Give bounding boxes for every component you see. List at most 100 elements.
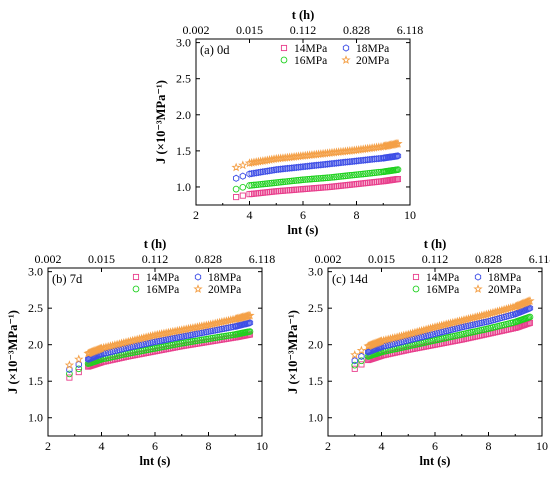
data-point: [364, 156, 371, 164]
data-point: [416, 333, 423, 342]
data-point: [456, 324, 463, 332]
data-point: [339, 158, 347, 167]
data-point: [394, 152, 402, 160]
panel-label: (c) 14d: [332, 272, 368, 286]
data-point: [382, 154, 389, 162]
data-point: [252, 181, 260, 189]
x-tick-label: 10: [404, 208, 416, 222]
data-point: [220, 332, 228, 340]
data-point: [241, 320, 249, 328]
data-point: [342, 158, 349, 166]
top-axis-title: t (h): [144, 237, 167, 251]
legend-marker: [473, 284, 483, 293]
data-point: [469, 321, 477, 329]
data-point: [180, 339, 188, 347]
data-point: [284, 164, 291, 173]
data-point: [358, 357, 365, 365]
data-point: [187, 338, 195, 346]
data-point: [174, 333, 181, 342]
data-point: [231, 162, 241, 172]
data-point: [216, 333, 223, 341]
data-point: [333, 173, 340, 181]
legend-marker: [341, 55, 351, 64]
y-tick-label: 3.0: [28, 265, 43, 279]
series-20MPa: [231, 138, 403, 172]
y-tick-label: 1.0: [28, 411, 43, 425]
data-point: [351, 361, 359, 369]
data-point: [339, 172, 347, 180]
data-point: [246, 170, 253, 178]
y-axis-title: J (×10⁻³MPa⁻¹): [6, 310, 20, 394]
data-point: [373, 169, 380, 176]
legend-marker: [132, 285, 140, 293]
data-point: [366, 169, 374, 177]
top-tick-label: 0.112: [290, 23, 317, 37]
y-tick-label: 3.0: [308, 265, 323, 279]
data-point: [270, 179, 278, 187]
x-tick-label: 4: [379, 439, 385, 453]
data-point: [222, 332, 230, 340]
data-point: [393, 138, 403, 148]
data-point: [358, 352, 365, 360]
legend-marker: [132, 273, 140, 281]
data-point: [366, 155, 374, 164]
data-point: [277, 165, 284, 173]
x-tick-label: 2: [193, 208, 199, 222]
data-point: [194, 330, 201, 338]
data-point: [200, 336, 208, 343]
data-point: [301, 176, 309, 183]
data-point: [232, 322, 239, 331]
data-point: [223, 324, 230, 332]
top-axis-title: t (h): [424, 237, 447, 251]
data-point: [436, 329, 443, 337]
data-point: [346, 172, 354, 179]
data-point: [244, 319, 251, 328]
data-point: [429, 330, 436, 338]
data-point: [353, 157, 360, 165]
y-tick-label: 3.0: [176, 36, 191, 50]
data-point: [183, 332, 190, 340]
data-point: [261, 180, 269, 188]
data-point: [463, 322, 470, 330]
data-point: [281, 178, 289, 186]
legend-marker: [412, 273, 420, 281]
data-point: [178, 339, 186, 347]
legend-marker: [474, 273, 482, 281]
top-tick-label: 0.828: [195, 252, 222, 266]
legend-entry: 16MPa: [426, 284, 459, 296]
data-point: [422, 332, 430, 340]
data-point: [154, 337, 161, 345]
data-point: [273, 166, 280, 174]
data-point: [205, 335, 212, 343]
data-point: [74, 354, 84, 364]
data-point: [420, 332, 427, 341]
data-point: [264, 167, 271, 175]
data-point: [255, 168, 262, 177]
data-point: [383, 153, 391, 162]
data-point: [243, 320, 250, 328]
data-point: [308, 175, 316, 183]
data-point: [362, 156, 369, 164]
top-tick-label: 0.112: [142, 252, 169, 266]
legend-entry: 14MPa: [426, 272, 459, 284]
data-point: [196, 329, 203, 337]
data-point: [207, 335, 215, 342]
data-point: [440, 327, 448, 336]
data-point: [385, 153, 392, 161]
data-point: [311, 161, 318, 170]
data-point: [498, 314, 506, 322]
data-point: [357, 156, 365, 165]
data-point: [335, 173, 343, 180]
data-point: [306, 162, 313, 170]
data-point: [331, 159, 338, 167]
data-point: [225, 324, 232, 332]
data-point: [471, 320, 479, 328]
data-point: [451, 325, 459, 333]
data-point: [518, 307, 525, 316]
data-point: [523, 306, 530, 314]
data-point: [476, 319, 483, 327]
x-tick-label: 6: [152, 439, 158, 453]
data-point: [229, 323, 237, 331]
data-point: [163, 336, 170, 344]
